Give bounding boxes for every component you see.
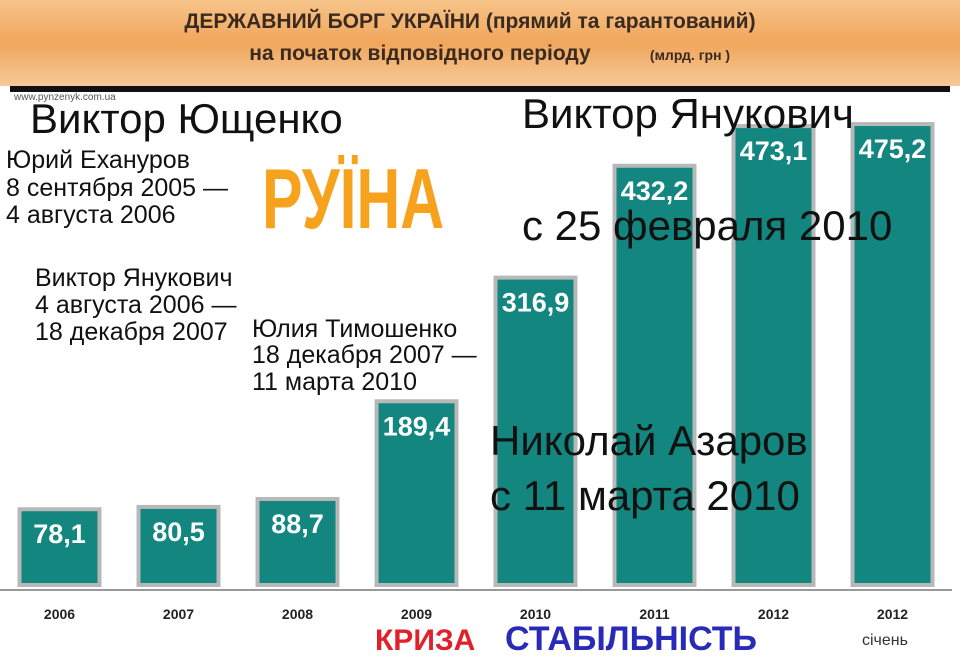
x-tick-label: 2010: [520, 606, 551, 622]
bar: [731, 124, 816, 588]
annotation: Виктор Ющенко: [30, 95, 343, 142]
annotation: РУЇНА: [262, 151, 444, 247]
value-label: 189,4: [383, 411, 451, 441]
annotation: 4 августа 2006: [6, 201, 176, 229]
unit-label: (млрд. грн ): [650, 47, 730, 63]
x-tick-label: 2011: [639, 606, 670, 622]
annotation: Виктор Янукович: [35, 264, 233, 292]
value-label: 473,1: [740, 136, 808, 166]
bar: [255, 496, 340, 587]
annotation: 18 декабря 2007 —: [252, 341, 477, 369]
x-tick-label: 2007: [163, 606, 194, 622]
x-tick-label: 2009: [401, 606, 432, 622]
value-label: 316,9: [502, 288, 570, 318]
annotation: Юлия Тимошенко: [252, 315, 457, 343]
chart-subtitle: на початок відповідного періоду: [249, 42, 591, 65]
annotation: СТАБІЛЬНІСТЬ: [505, 620, 757, 656]
bar: [374, 399, 459, 588]
annotation: с 11 марта 2010: [490, 472, 800, 519]
annotation: Юрий Ехануров: [6, 146, 190, 174]
value-label: 80,5: [152, 517, 205, 547]
annotation: січень: [862, 632, 908, 649]
value-label: 475,2: [859, 134, 927, 164]
annotation: 8 сентября 2005 —: [6, 174, 228, 202]
annotation: с 25 февраля 2010: [522, 202, 892, 249]
annotation: КРИЗА: [375, 624, 475, 656]
value-label: 78,1: [33, 519, 86, 549]
annotation: Виктор Янукович: [522, 90, 854, 137]
annotation: Николай Азаров: [490, 417, 808, 464]
x-tick-label: 2012: [758, 606, 789, 622]
bar: [850, 122, 935, 587]
bar: [612, 163, 697, 588]
source-label: www.pynzenyk.com.ua: [13, 92, 116, 103]
x-tick-label: 2012: [877, 606, 908, 622]
x-tick-label: 2006: [44, 606, 75, 622]
value-label: 432,2: [621, 176, 689, 206]
header-background: [0, 0, 960, 86]
bar: [493, 275, 578, 587]
bar: [136, 504, 221, 588]
bar: [17, 507, 102, 588]
value-label: 88,7: [271, 509, 324, 539]
x-tick-label: 2008: [282, 606, 313, 622]
chart-title: ДЕРЖАВНИЙ БОРГ УКРАЇНИ (прямий та гарант…: [184, 9, 755, 33]
annotation: 4 августа 2006 —: [35, 291, 236, 319]
annotation: 11 марта 2010: [252, 368, 417, 396]
header-rule: [10, 86, 950, 92]
annotation: 18 декабря 2007: [35, 318, 228, 346]
